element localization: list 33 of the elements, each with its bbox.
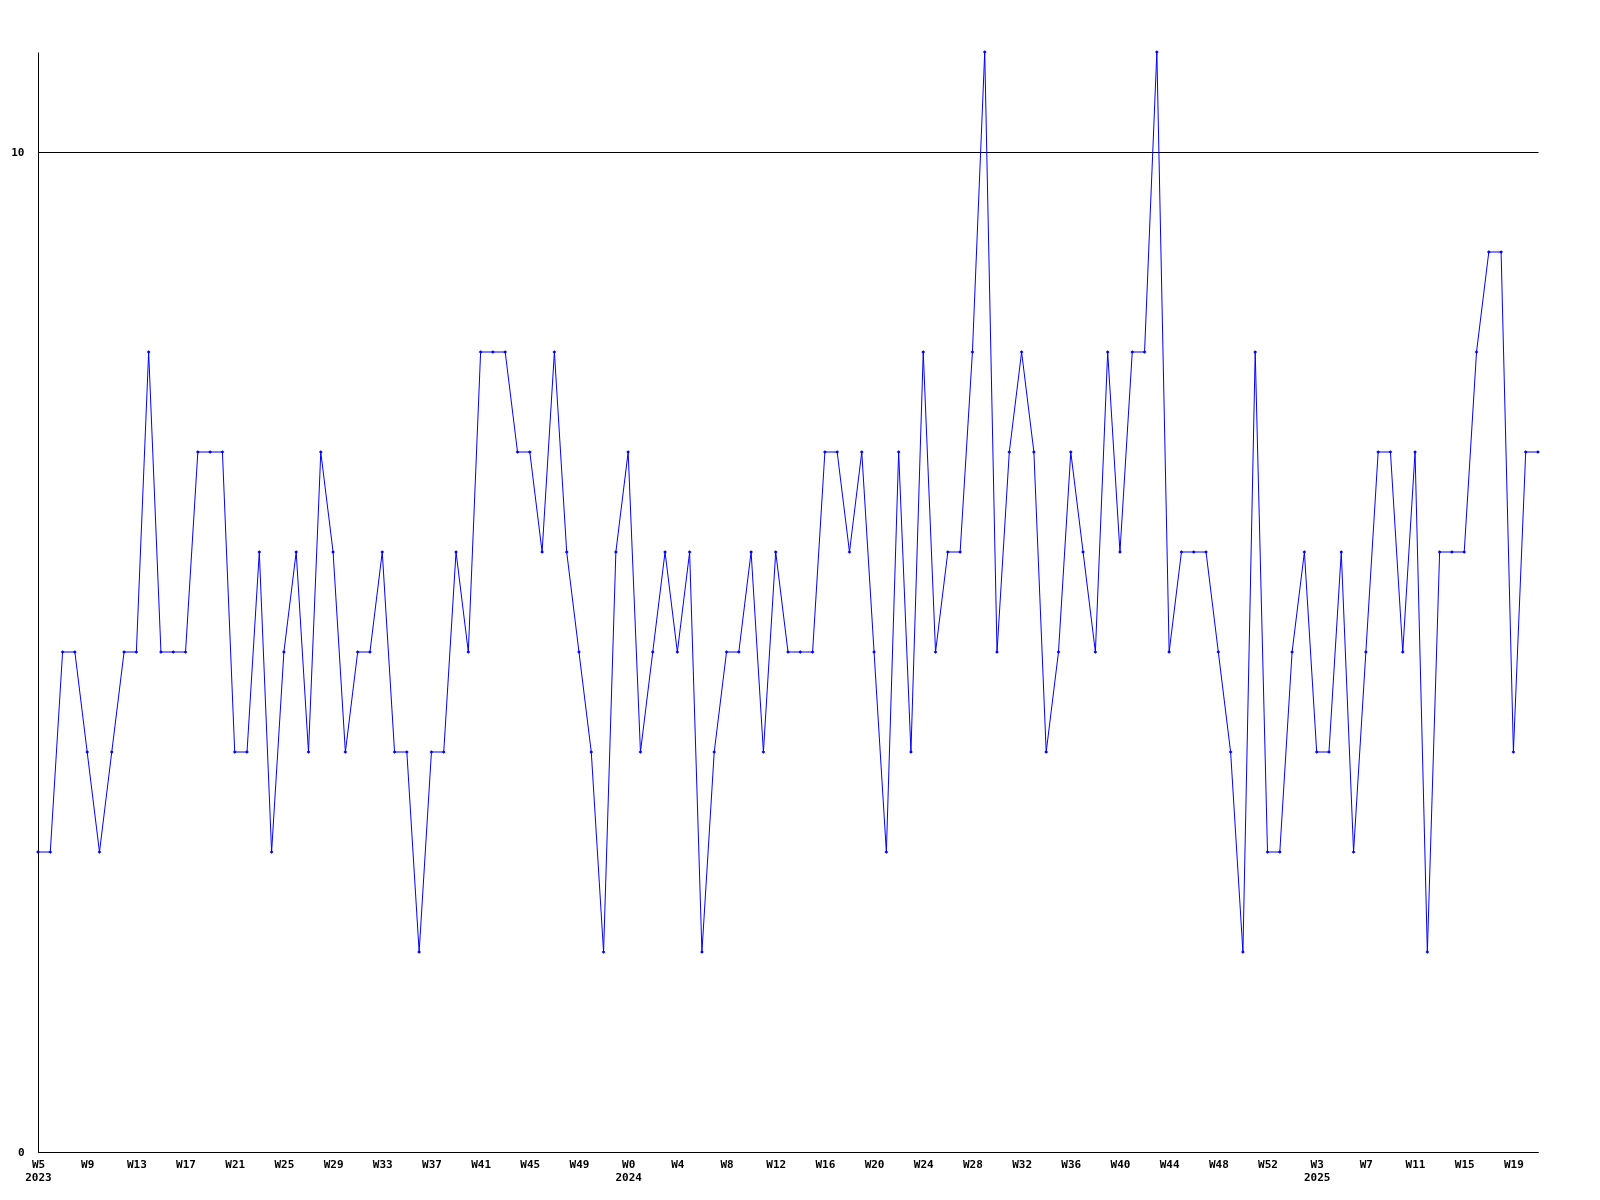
x-tick-label: W15 bbox=[1454, 1157, 1475, 1171]
x-tick-label: W8 bbox=[720, 1157, 734, 1171]
x-tick-label: W44 bbox=[1159, 1157, 1180, 1171]
x-tick-label: W21 bbox=[225, 1157, 246, 1171]
x-tick-label: W9 bbox=[81, 1157, 95, 1171]
x-tick-label: W7 bbox=[1359, 1157, 1373, 1171]
x-tick-label: W32 bbox=[1012, 1157, 1033, 1171]
y-tick-label: 10 bbox=[11, 145, 25, 159]
x-tick-label: W25 bbox=[274, 1157, 295, 1171]
x-tick-label: W17 bbox=[176, 1157, 196, 1171]
x-tick-label: W12 bbox=[766, 1157, 787, 1171]
x-tick-label: W36 bbox=[1061, 1157, 1082, 1171]
x-tick-label: W20 bbox=[864, 1157, 885, 1171]
x-tick-label: W29 bbox=[323, 1157, 344, 1171]
x-tick-label: W11 bbox=[1405, 1157, 1426, 1171]
x-tick-label: W3 2025 bbox=[1303, 1157, 1331, 1184]
x-tick-label: W5 2023 bbox=[25, 1157, 52, 1184]
x-tick-label: W24 bbox=[913, 1157, 935, 1171]
y-tick-label: 0 bbox=[17, 1145, 25, 1159]
x-tick-label: W41 bbox=[471, 1157, 492, 1171]
x-tick-label: W48 bbox=[1208, 1157, 1229, 1171]
x-tick-label: W16 bbox=[815, 1157, 836, 1171]
x-tick-label: W13 bbox=[126, 1157, 147, 1171]
x-tick-label: W19 bbox=[1503, 1157, 1524, 1171]
x-tick-label: W33 bbox=[372, 1157, 393, 1171]
x-tick-label: W0 2024 bbox=[615, 1157, 643, 1184]
x-tick-label: W37 bbox=[422, 1157, 442, 1171]
x-tick-label: W52 bbox=[1258, 1157, 1278, 1171]
x-tick-label: W45 bbox=[520, 1157, 541, 1171]
x-tick-label: W4 bbox=[671, 1157, 685, 1171]
x-tick-label: W40 bbox=[1110, 1157, 1131, 1171]
x-tick-label: W49 bbox=[569, 1157, 590, 1171]
x-tick-label: W28 bbox=[962, 1157, 983, 1171]
